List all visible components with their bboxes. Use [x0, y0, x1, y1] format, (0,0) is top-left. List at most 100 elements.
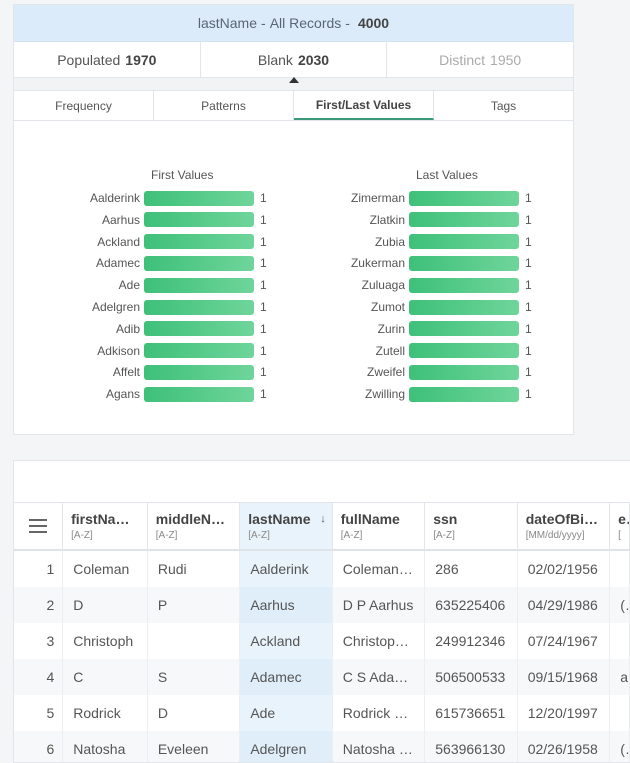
table-cell[interactable]: [148, 623, 241, 659]
table-cell[interactable]: Natosha: [63, 731, 148, 762]
stat-blank[interactable]: Blank 2030: [201, 42, 388, 83]
table-cell[interactable]: Christoph…: [333, 623, 426, 659]
value-bar[interactable]: [144, 277, 254, 293]
table-cell[interactable]: 12/20/1997: [518, 695, 611, 731]
last-value-row[interactable]: Zumot 1: [279, 296, 532, 318]
table-cell[interactable]: Rudi: [148, 551, 241, 587]
value-bar[interactable]: [144, 343, 254, 359]
value-bar[interactable]: [409, 255, 519, 271]
table-cell[interactable]: C S Adam…: [333, 659, 426, 695]
value-bar[interactable]: [409, 212, 519, 228]
row-number[interactable]: 3: [14, 623, 64, 659]
table-cell[interactable]: Ade: [240, 695, 333, 731]
sort-desc-icon[interactable]: ↓: [320, 513, 326, 525]
menu-icon[interactable]: [14, 503, 64, 549]
first-value-row[interactable]: Agans 1: [14, 383, 267, 405]
column-header[interactable]: dateOfBi… [MM/dd/yyyy]: [518, 503, 611, 549]
table-cell[interactable]: 635225406: [425, 587, 518, 623]
column-header[interactable]: lastName [A-Z] ↓: [240, 503, 333, 549]
table-cell[interactable]: Aalderink: [240, 551, 333, 587]
last-value-row[interactable]: Zwilling 1: [279, 383, 532, 405]
value-bar[interactable]: [409, 386, 519, 402]
value-bar[interactable]: [409, 321, 519, 337]
row-number[interactable]: 2: [14, 587, 64, 623]
table-cell[interactable]: D: [148, 695, 241, 731]
value-bar[interactable]: [409, 343, 519, 359]
first-value-row[interactable]: Adkison 1: [14, 340, 267, 362]
stat-distinct[interactable]: Distinct 1950: [387, 42, 573, 77]
value-bar[interactable]: [409, 299, 519, 315]
table-cell[interactable]: Rodrick: [63, 695, 148, 731]
table-cell[interactable]: D P Aarhus: [333, 587, 426, 623]
stat-populated[interactable]: Populated 1970: [14, 42, 201, 77]
first-value-row[interactable]: Adamec 1: [14, 252, 267, 274]
table-cell[interactable]: Adamec: [240, 659, 333, 695]
row-number[interactable]: 4: [14, 659, 64, 695]
value-bar[interactable]: [144, 321, 254, 337]
value-bar[interactable]: [144, 255, 254, 271]
table-cell[interactable]: 04/29/1986: [518, 587, 611, 623]
last-value-row[interactable]: Zlatkin 1: [279, 209, 532, 231]
last-value-row[interactable]: Zimerman 1: [279, 187, 532, 209]
table-cell[interactable]: 02/02/1956: [518, 551, 611, 587]
table-row[interactable]: 3 Christoph Ackland Christoph… 249912346 07/2…: [14, 623, 630, 659]
table-cell[interactable]: [610, 623, 630, 659]
value-bar[interactable]: [409, 234, 519, 250]
value-bar[interactable]: [144, 299, 254, 315]
table-cell[interactable]: D: [63, 587, 148, 623]
table-cell[interactable]: Coleman: [63, 551, 148, 587]
value-bar[interactable]: [144, 234, 254, 250]
last-value-row[interactable]: Zuluaga 1: [279, 274, 532, 296]
last-value-row[interactable]: Zukerman 1: [279, 252, 532, 274]
row-number[interactable]: 6: [14, 731, 64, 762]
last-value-row[interactable]: Zubia 1: [279, 231, 532, 253]
table-cell[interactable]: 07/24/1967: [518, 623, 611, 659]
table-cell[interactable]: Coleman …: [333, 551, 426, 587]
first-value-row[interactable]: Ade 1: [14, 274, 267, 296]
tab-tags[interactable]: Tags: [490, 98, 517, 113]
table-row[interactable]: 2 D P Aarhus D P Aarhus 635225406 04/29/1986 (: [14, 587, 630, 623]
first-value-row[interactable]: Ackland 1: [14, 231, 267, 253]
row-number[interactable]: 1: [14, 551, 64, 587]
value-bar[interactable]: [144, 386, 254, 402]
table-cell[interactable]: 563966130: [425, 731, 518, 762]
tab-first-last-values[interactable]: First/Last Values: [294, 91, 434, 120]
table-cell[interactable]: P: [148, 587, 241, 623]
table-cell[interactable]: Aarhus: [240, 587, 333, 623]
value-bar[interactable]: [409, 190, 519, 206]
table-cell[interactable]: Ackland: [240, 623, 333, 659]
table-cell[interactable]: (: [610, 587, 630, 623]
table-cell[interactable]: 09/15/1968: [518, 659, 611, 695]
value-bar[interactable]: [409, 364, 519, 380]
column-header[interactable]: e[: [610, 503, 630, 549]
first-value-row[interactable]: Adelgren 1: [14, 296, 267, 318]
last-value-row[interactable]: Zweifel 1: [279, 361, 532, 383]
first-value-row[interactable]: Aalderink 1: [14, 187, 267, 209]
value-bar[interactable]: [144, 212, 254, 228]
table-cell[interactable]: [610, 551, 630, 587]
value-bar[interactable]: [409, 277, 519, 293]
row-number[interactable]: 5: [14, 695, 64, 731]
value-bar[interactable]: [144, 190, 254, 206]
first-value-row[interactable]: Adib 1: [14, 318, 267, 340]
value-bar[interactable]: [144, 364, 254, 380]
column-header[interactable]: middleN… [A-Z]: [148, 503, 241, 549]
column-header[interactable]: fullName [A-Z]: [333, 503, 426, 549]
table-cell[interactable]: Christoph: [63, 623, 148, 659]
table-cell[interactable]: a: [610, 659, 630, 695]
table-cell[interactable]: Rodrick D…: [333, 695, 426, 731]
table-cell[interactable]: 506500533: [425, 659, 518, 695]
table-cell[interactable]: Adelgren: [240, 731, 333, 762]
column-header[interactable]: firstNa… [A-Z]: [63, 503, 148, 549]
tab-frequency[interactable]: Frequency: [14, 91, 154, 120]
table-cell[interactable]: S: [148, 659, 241, 695]
table-cell[interactable]: Eveleen: [148, 731, 241, 762]
table-row[interactable]: 1 Coleman Rudi Aalderink Coleman … 286 02/02/1…: [14, 551, 630, 587]
table-cell[interactable]: (: [610, 731, 630, 762]
column-header[interactable]: ssn [A-Z]: [425, 503, 518, 549]
table-cell[interactable]: C: [63, 659, 148, 695]
first-value-row[interactable]: Affelt 1: [14, 361, 267, 383]
table-cell[interactable]: 249912346: [425, 623, 518, 659]
table-row[interactable]: 4 C S Adamec C S Adam… 506500533 09/15/1968 a: [14, 659, 630, 695]
table-row[interactable]: 6 Natosha Eveleen Adelgren Natosha … 56396613…: [14, 731, 630, 762]
